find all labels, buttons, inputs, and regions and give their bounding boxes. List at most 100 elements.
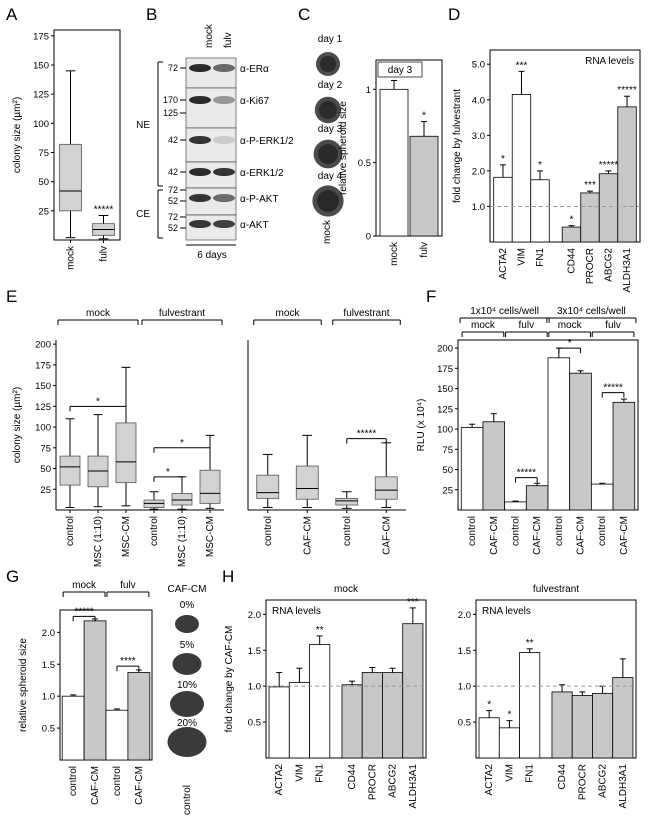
- bar: [519, 652, 541, 759]
- spheroid-core: [319, 101, 337, 119]
- blot-band: [189, 64, 211, 72]
- x-tick-label: CAF-CM: [302, 516, 313, 555]
- significance-label: **: [316, 625, 324, 636]
- y-tick-label: 2.0: [248, 610, 261, 621]
- bracket-label: *: [568, 338, 572, 349]
- bar: [379, 88, 409, 237]
- blot-band: [189, 220, 211, 228]
- y-tick-label: 5.0: [472, 60, 485, 71]
- x-tick-label: ABCG2: [388, 764, 399, 798]
- y-tick-label: 0.5: [248, 718, 261, 729]
- x-tick-label: MSC (1:10): [177, 516, 188, 567]
- x-tick-label: control: [263, 516, 274, 546]
- y-tick-label: 0.5: [358, 158, 371, 169]
- top-group-label: 1x10⁴ cells/well: [470, 306, 539, 317]
- blot-footer: 6 days: [197, 250, 226, 261]
- mw-marker: 42: [168, 135, 178, 145]
- y-tick-label: 0.5: [42, 724, 55, 735]
- x-tick-label: ACTA2: [498, 248, 509, 280]
- x-tick-label: VIM: [504, 764, 515, 782]
- x-tick-label: MSC (1:10): [93, 516, 104, 567]
- x-tick-label: ALDH3A1: [618, 764, 629, 809]
- x-tick-label: VIM: [516, 248, 527, 266]
- significance-label: *****: [94, 205, 114, 216]
- image-title: CAF-CM: [168, 584, 207, 595]
- y-tick-label: 175: [33, 31, 49, 42]
- y-tick-label: 1.5: [248, 646, 261, 657]
- y-axis-label: colony size (µm²): [12, 387, 23, 463]
- bar: [525, 485, 549, 511]
- spheroid-image: [316, 52, 340, 76]
- box: [59, 143, 82, 212]
- box: [374, 476, 398, 500]
- y-tick-label: 150: [437, 384, 453, 395]
- blot-band: [213, 136, 235, 144]
- bar: [61, 695, 85, 761]
- y-tick-label: 175: [35, 360, 51, 371]
- top-group-label: 3x10⁴ cells/well: [557, 306, 626, 317]
- mw-marker: 52: [168, 223, 178, 233]
- bar: [288, 682, 310, 759]
- y-tick-label: 25: [40, 485, 51, 496]
- x-tick-label: ACTA2: [274, 764, 285, 796]
- bar: [504, 501, 527, 511]
- y-tick-label: 2.0: [42, 628, 55, 639]
- chart-title: mock: [334, 584, 359, 595]
- y-tick-label: 125: [35, 402, 51, 413]
- y-tick-label: 50: [38, 177, 49, 188]
- blot-strip: [185, 127, 237, 163]
- blot-band: [213, 64, 235, 72]
- chart-subtitle: RNA levels: [482, 606, 531, 617]
- x-tick-label: control: [65, 516, 76, 546]
- box: [199, 469, 221, 504]
- y-tick-label: 50: [40, 464, 51, 475]
- bracket-label: *: [180, 438, 184, 449]
- day-label: day 4: [318, 171, 343, 182]
- spheroid: [167, 727, 207, 757]
- blot-band: [189, 136, 211, 144]
- x-tick-label: control: [467, 516, 478, 546]
- x-tick-label: control: [342, 516, 353, 546]
- x-tick-label: FN1: [525, 764, 536, 783]
- x-tick-label: FN1: [315, 764, 326, 783]
- bar: [361, 672, 383, 759]
- blot-row-label: α-P-ERK1/2: [240, 136, 294, 147]
- x-tick-label: ALDH3A1: [622, 248, 633, 293]
- chart-title: RNA levels: [585, 56, 634, 67]
- x-tick-label: PROCR: [585, 248, 596, 284]
- blot-group-label: NE: [136, 120, 150, 131]
- significance-label: *: [507, 710, 511, 721]
- mw-marker: 72: [168, 212, 178, 222]
- panel-label-b: B: [146, 5, 157, 24]
- y-tick-label: 200: [437, 344, 453, 355]
- blot-row-label: α-Ki67: [240, 96, 270, 107]
- bracket-label: *: [166, 467, 170, 478]
- y-tick-label: 100: [437, 425, 453, 436]
- panel-label-d: D: [448, 5, 460, 24]
- significance-label: *: [487, 700, 491, 711]
- x-tick-label: CAF-CM: [532, 516, 543, 555]
- significance-label: *: [570, 215, 574, 226]
- blot-group-label: CE: [136, 209, 150, 220]
- bar: [83, 620, 107, 761]
- y-tick-label: 125: [437, 404, 453, 415]
- bar: [530, 179, 550, 243]
- panel-label-e: E: [6, 287, 17, 306]
- y-tick-label: 75: [442, 445, 453, 456]
- box: [171, 493, 193, 506]
- mw-marker: 42: [168, 167, 178, 177]
- bar: [511, 94, 532, 243]
- x-tick-label: mock: [389, 241, 400, 266]
- bracket-label: *****: [74, 606, 94, 617]
- percent-label: 10%: [177, 680, 197, 691]
- spheroid-core: [318, 144, 338, 164]
- spheroid-core: [320, 56, 336, 72]
- bar: [580, 192, 600, 243]
- bar: [498, 727, 520, 759]
- significance-label: **: [526, 638, 534, 649]
- y-axis-label: RLU (x 10⁴): [416, 399, 427, 452]
- x-tick-label: CAF-CM: [381, 516, 392, 555]
- blot-row-label: α-P-AKT: [240, 194, 279, 205]
- box: [115, 422, 137, 484]
